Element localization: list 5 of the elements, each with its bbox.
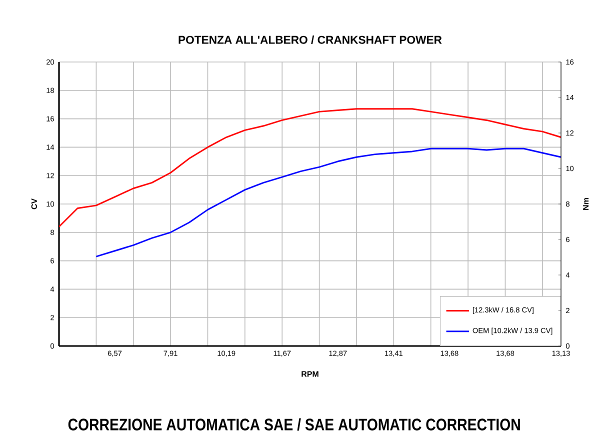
y2-axis-title: Nm bbox=[583, 198, 589, 210]
chart-title: POTENZA ALL'ALBERO / CRANKSHAFT POWER bbox=[178, 36, 442, 44]
y-axis-title: CV bbox=[31, 198, 37, 210]
text: CORREZIONE AUTOMATICA SAE / SAE AUTOMATIC CORRECTION bbox=[68, 418, 520, 431]
x-axis-title: RPM bbox=[302, 371, 318, 377]
